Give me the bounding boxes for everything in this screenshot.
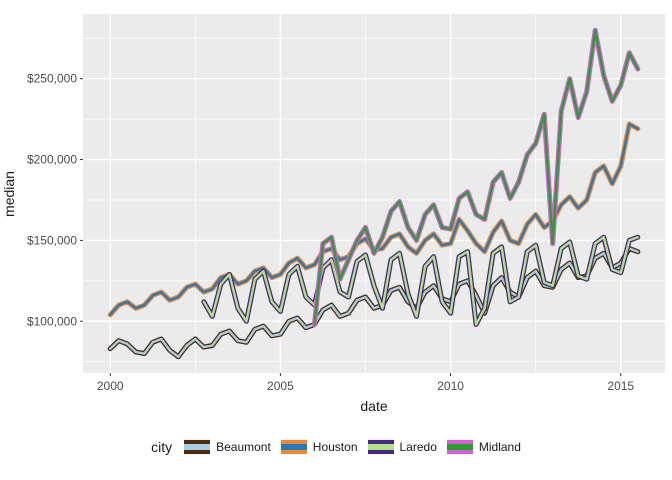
legend: city Beaumont Houston Laredo Midland xyxy=(0,438,672,455)
legend-entry-laredo: Laredo xyxy=(367,438,437,455)
legend-entry-houston: Houston xyxy=(280,438,358,455)
y-tick-label: $150,000 xyxy=(27,233,77,247)
legend-key-outer-stripe xyxy=(446,439,473,454)
legend-label-midland: Midland xyxy=(478,439,521,454)
legend-key-houston xyxy=(280,438,307,455)
legend-label-laredo: Laredo xyxy=(399,439,437,454)
legend-key-outer-stripe xyxy=(184,439,211,454)
legend-key-midland xyxy=(446,438,473,455)
y-tick-label: $100,000 xyxy=(27,314,77,328)
legend-key-beaumont xyxy=(184,438,211,455)
legend-key-inner-stripe xyxy=(280,443,307,450)
x-tick-label: 2005 xyxy=(267,379,294,393)
legend-key-outer-stripe xyxy=(367,439,394,454)
legend-entry-midland: Midland xyxy=(446,438,521,455)
legend-title: city xyxy=(151,438,173,455)
legend-key-laredo xyxy=(367,438,394,455)
legend-key-inner-stripe xyxy=(367,443,394,450)
legend-entry-beaumont: Beaumont xyxy=(184,438,271,455)
x-tick-label: 2015 xyxy=(607,379,634,393)
legend-key-inner-stripe xyxy=(184,443,211,450)
x-axis-title: date xyxy=(360,398,387,414)
legend-key-outer-stripe xyxy=(280,439,307,454)
series-line-laredo xyxy=(202,236,639,326)
y-tick-label: $250,000 xyxy=(27,72,77,86)
legend-label-houston: Houston xyxy=(312,439,358,454)
series-line-midland xyxy=(313,29,639,326)
y-tick-label: $200,000 xyxy=(27,153,77,167)
y-axis-title: median xyxy=(1,171,17,217)
x-tick-label: 2010 xyxy=(437,379,464,393)
x-tick-label: 2000 xyxy=(97,379,124,393)
plot-area: 2000 2005 2010 2015 $100,000 $150,000 $200,000… xyxy=(1,14,665,414)
legend-label-beaumont: Beaumont xyxy=(216,439,271,454)
legend-key-inner-stripe xyxy=(446,443,473,450)
panel-background xyxy=(83,14,665,373)
